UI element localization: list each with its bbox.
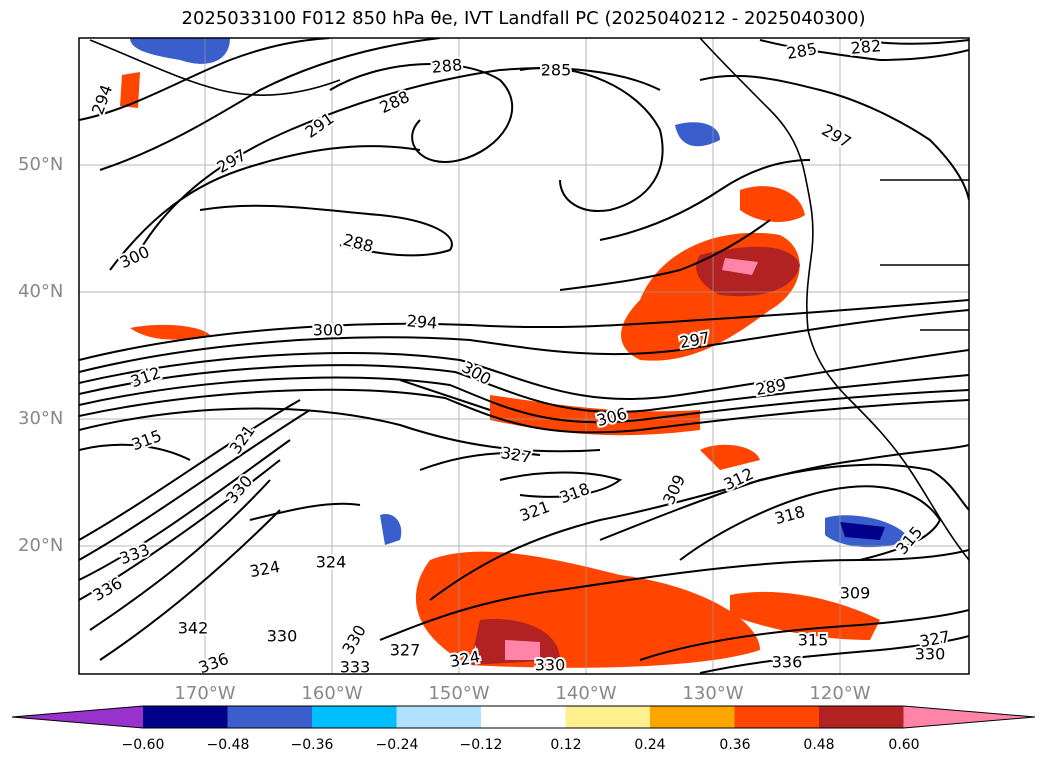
contour-label: 324 [448, 647, 481, 671]
contour-label: 309 [840, 584, 871, 603]
contour-label: 330 [267, 627, 298, 646]
lon-label-170w: 170°W [174, 683, 236, 704]
shade-northeast-pink [722, 258, 758, 275]
shade-river-orange [490, 395, 700, 436]
shade-east-orange [700, 444, 760, 470]
lon-label-150w: 150°W [428, 683, 490, 704]
contour-label: 294 [406, 311, 438, 333]
lon-label-130w: 130°W [682, 683, 744, 704]
colorbar-segment [143, 706, 228, 728]
coastline [89, 38, 969, 561]
colorbar-extend-low [12, 706, 143, 728]
shading-layer [120, 38, 910, 668]
lat-label-40n: 40°N [18, 281, 64, 302]
lon-label-160w: 160°W [301, 683, 363, 704]
colorbar-extend-high [903, 706, 1035, 728]
lat-label-20n: 20°N [18, 535, 64, 556]
colorbar-segment [734, 706, 820, 728]
shade-coast-orange [740, 186, 805, 222]
contour-label: 324 [316, 553, 347, 572]
shade-orange-1 [120, 72, 140, 108]
contour-label: 342 [178, 619, 209, 638]
map-frame [78, 37, 970, 675]
shade-orange-2 [130, 324, 210, 340]
contour-label: 330 [915, 645, 946, 664]
shade-south-pink [505, 640, 540, 660]
colorbar-tick-label: −0.60 [121, 737, 165, 753]
lon-label-120w: 120°W [809, 683, 871, 704]
colorbar-outline [11, 705, 1036, 729]
contour-label: 327 [390, 641, 421, 660]
colorbar-segment [650, 706, 735, 728]
contour-label: 285 [541, 61, 572, 80]
colorbar-tick-label: −0.12 [459, 737, 503, 753]
colorbar [11, 705, 1036, 729]
colorbar-segment [312, 706, 397, 728]
colorbar-segment [565, 706, 651, 728]
contour-label: 333 [340, 658, 371, 677]
contour-label: 300 [313, 321, 344, 340]
shade-blue-3 [380, 514, 402, 545]
contour-label: 288 [431, 55, 463, 77]
colorbar-segment [396, 706, 482, 728]
lat-label-30n: 30°N [18, 408, 64, 429]
colorbar-tick-label: −0.24 [375, 737, 419, 753]
contour-label: 330 [535, 656, 566, 675]
contour-label: 324 [248, 557, 281, 581]
shade-blue-4 [675, 122, 720, 147]
plot-title: 2025033100 F012 850 hPa θe, IVT Landfall… [181, 8, 866, 29]
colorbar-tick-label: 0.36 [719, 737, 751, 753]
colorbar-tick-label: 0.24 [634, 737, 666, 753]
colorbar-segment [227, 706, 313, 728]
graticule [79, 38, 969, 674]
contour-layer [79, 38, 969, 674]
colorbar-segment [481, 706, 566, 728]
colorbar-tick-label: −0.36 [290, 737, 334, 753]
colorbar-tick-label: 0.60 [888, 737, 920, 753]
contour-label: 315 [798, 631, 829, 650]
shade-southeast-orange [730, 591, 880, 640]
colorbar-tick-label: 0.12 [550, 737, 582, 753]
colorbar-segment [819, 706, 904, 728]
lon-label-140w: 140°W [555, 683, 617, 704]
lat-label-50n: 50°N [18, 154, 64, 175]
contour-label: 336 [772, 653, 803, 672]
colorbar-tick-label: −0.48 [206, 737, 250, 753]
colorbar-tick-label: 0.48 [803, 737, 835, 753]
contour-label: 282 [850, 36, 882, 58]
shade-blue-1-core [840, 522, 885, 540]
